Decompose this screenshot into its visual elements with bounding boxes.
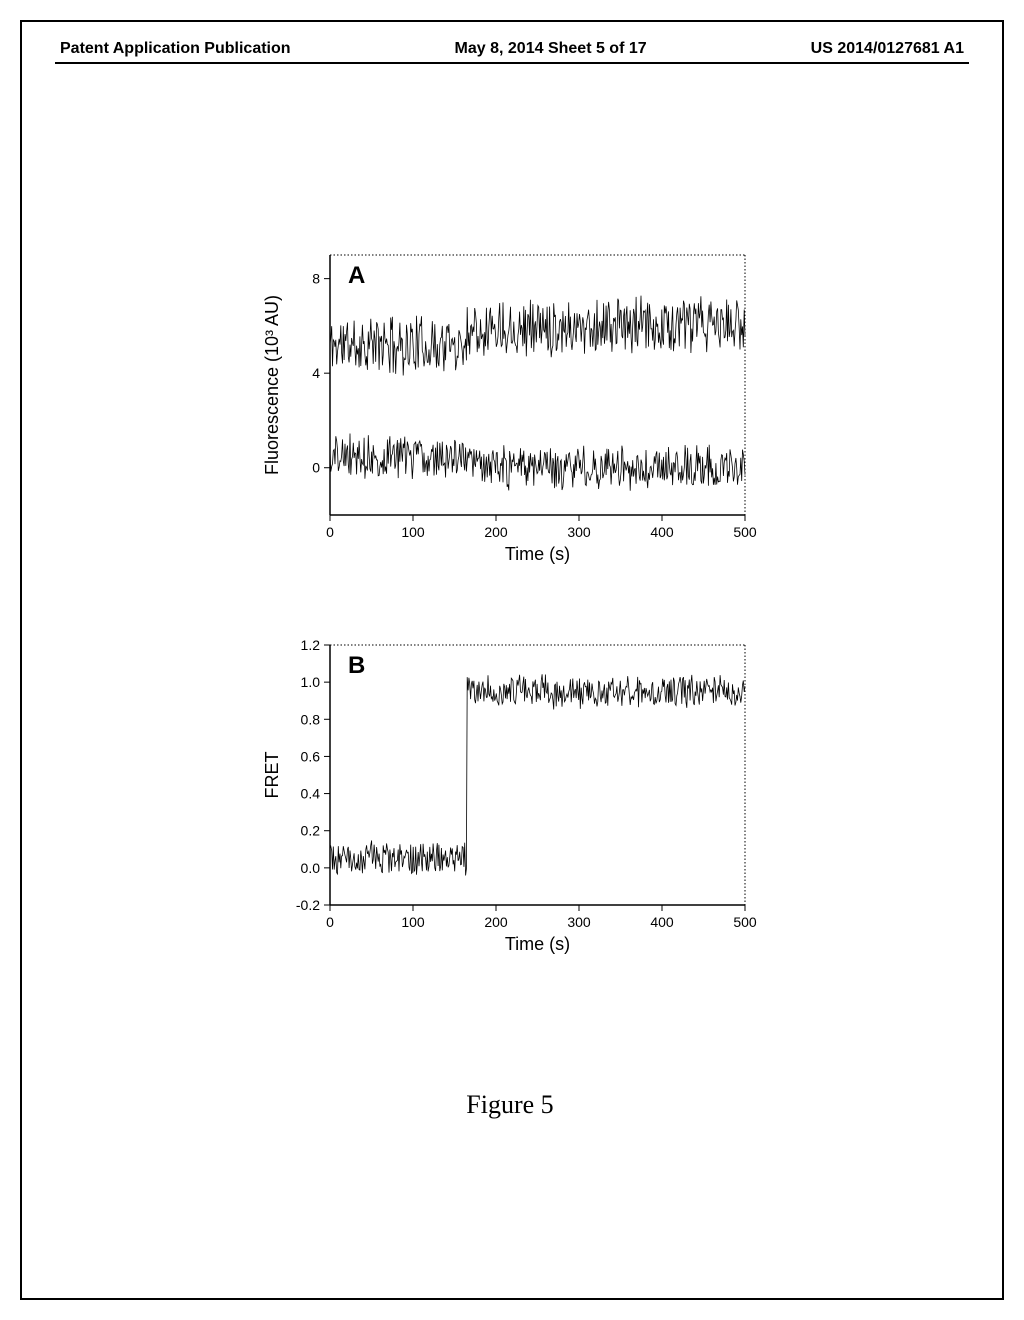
svg-text:0: 0	[326, 524, 334, 540]
figure-caption: Figure 5	[466, 1090, 553, 1120]
svg-text:500: 500	[733, 914, 757, 930]
chart-panel-a: 0 100 200 300 400 500 0 4 8 Time (s) Fluorescence …	[260, 240, 760, 570]
header-left: Patent Application Publication	[60, 40, 291, 58]
svg-text:300: 300	[567, 524, 591, 540]
page-header: Patent Application Publication May 8, 20…	[60, 40, 964, 58]
svg-text:8: 8	[312, 271, 320, 287]
svg-text:400: 400	[650, 914, 674, 930]
svg-text:0.0: 0.0	[301, 860, 321, 876]
svg-text:1.0: 1.0	[301, 674, 321, 690]
svg-text:0.2: 0.2	[301, 823, 321, 839]
svg-text:0.6: 0.6	[301, 748, 321, 764]
svg-text:Time (s): Time (s)	[505, 544, 570, 564]
svg-text:A: A	[348, 262, 365, 289]
svg-text:Fluorescence (10³ AU): Fluorescence (10³ AU)	[262, 295, 282, 475]
svg-text:0: 0	[326, 914, 334, 930]
figure-container: 0 100 200 300 400 500 0 4 8 Time (s) Fluorescence …	[260, 240, 760, 1020]
svg-text:200: 200	[484, 914, 508, 930]
svg-text:B: B	[348, 652, 365, 679]
svg-text:200: 200	[484, 524, 508, 540]
svg-text:100: 100	[401, 524, 425, 540]
svg-text:Time (s): Time (s)	[505, 934, 570, 954]
svg-text:300: 300	[567, 914, 591, 930]
header-center: May 8, 2014 Sheet 5 of 17	[455, 40, 647, 58]
svg-text:100: 100	[401, 914, 425, 930]
header-separator	[55, 62, 969, 64]
svg-text:0.4: 0.4	[301, 786, 321, 802]
svg-text:4: 4	[312, 365, 320, 381]
svg-text:FRET: FRET	[262, 752, 282, 799]
svg-text:1.2: 1.2	[301, 637, 321, 653]
chart-panel-b: 0 100 200 300 400 500 -0.2 0.0 0.2 0.4 0.6 0.8 1.0 1.…	[260, 630, 760, 960]
svg-text:0.8: 0.8	[301, 711, 321, 727]
svg-text:-0.2: -0.2	[296, 897, 320, 913]
svg-text:500: 500	[733, 524, 757, 540]
svg-text:400: 400	[650, 524, 674, 540]
header-right: US 2014/0127681 A1	[811, 40, 964, 58]
svg-text:0: 0	[312, 460, 320, 476]
